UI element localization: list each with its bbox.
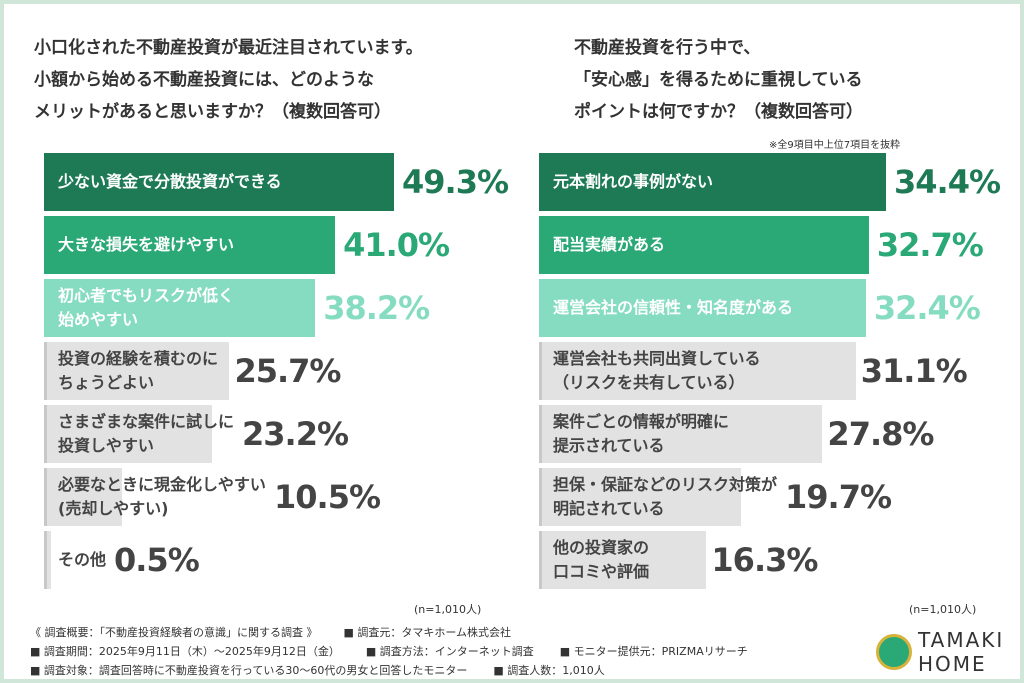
category-label: 元本割れの事例がない	[553, 172, 714, 191]
category-label: 少ない資金で分散投資ができる	[58, 172, 282, 191]
category-label: その他	[58, 550, 107, 569]
footer-row: ■ 調査期間：2025年9月11日（木）～2025年9月12日（金） ■ 調査方法…	[30, 643, 774, 659]
footer-item: ■ 調査対象：調査回答時に不動産投資を行っている30〜60代の男女と回答したモニ…	[30, 664, 468, 677]
sample-size: (n=1,010人)	[909, 603, 977, 616]
value-label: 41.0%	[343, 226, 450, 264]
value-label: 27.8%	[827, 415, 934, 453]
value-label: 34.4%	[894, 163, 1001, 201]
category-label: 運営会社の信頼性・知名度がある	[553, 298, 794, 317]
footer-item: ■ 調査期間：2025年9月11日（木）～2025年9月12日（金）	[30, 645, 340, 658]
bar	[44, 531, 51, 589]
logo-icon	[876, 634, 912, 670]
bar	[539, 405, 823, 463]
category-label: 他の投資家の 口コミや評価	[553, 538, 650, 581]
bar	[44, 153, 394, 211]
bar	[539, 531, 707, 589]
footer-item: 《 調査概要：「不動産投資経験者の意識」に関する調査 》	[30, 626, 318, 639]
chart-note: ※全9項目中上位7項目を抜粋	[769, 140, 901, 151]
bar	[44, 279, 316, 337]
value-label: 49.3%	[402, 163, 509, 201]
category-label: 配当実績がある	[553, 235, 666, 254]
bar	[539, 279, 866, 337]
value-label: 38.2%	[323, 289, 430, 327]
category-label: 大きな損失を避けやすい	[58, 235, 235, 254]
bar	[539, 153, 886, 211]
bar	[44, 216, 336, 274]
value-label: 31.1%	[860, 352, 968, 390]
footer-item: ■ 調査人数：1,010人	[493, 664, 605, 677]
category-label: 必要なときに現金化しやすい (売却しやすい)	[58, 475, 266, 518]
logo-line: TAMAKI	[918, 628, 1005, 652]
footer-item: ■ 調査方法：インターネット調査	[365, 645, 534, 658]
category-label: 初心者でもリスクが低く 始めやすい	[58, 286, 235, 329]
logo-line: HOME	[918, 652, 987, 676]
footer-item: ■ 調査元：タマキホーム株式会社	[343, 626, 512, 639]
value-label: 25.7%	[234, 352, 341, 390]
bar	[44, 405, 212, 463]
chart-title: 不動産投資を行う中で、 「安心感」を得るために重視している ポイントは何ですか？…	[574, 38, 863, 122]
footer-row: ■ 調査対象：調査回答時に不動産投資を行っている30〜60代の男女と回答したモニ…	[30, 662, 631, 678]
category-label: 担保・保証などのリスク対策が 明記されている	[553, 475, 778, 518]
value-label: 23.2%	[242, 415, 349, 453]
value-label: 32.4%	[873, 289, 981, 327]
value-label: 0.5%	[114, 541, 200, 579]
value-label: 16.3%	[711, 541, 818, 579]
footer-item: ■ モニター提供元：PRIZMAリサーチ	[559, 645, 748, 658]
value-label: 10.5%	[274, 478, 381, 516]
bar	[539, 342, 856, 400]
bar	[539, 216, 869, 274]
chart-title: 小口化された不動産投資が最近注目されています。 小額から始める不動産投資には、ど…	[34, 38, 423, 122]
category-label: 投資の経験を積むのに ちょうどよい	[58, 349, 219, 392]
footer-row: 《 調査概要：「不動産投資経験者の意識」に関する調査 》 ■ 調査元：タマキホーム…	[30, 624, 537, 640]
bar	[44, 468, 122, 526]
bar	[44, 342, 230, 400]
sample-size: (n=1,010人)	[414, 603, 482, 616]
category-label: 案件ごとの情報が明確に 提示されている	[553, 412, 729, 455]
logo-text: TAMAKI HOME	[918, 628, 1004, 676]
category-label: さまざまな案件に試しに 投資しやすい	[58, 412, 235, 455]
value-label: 32.7%	[876, 226, 984, 264]
value-label: 19.7%	[785, 478, 892, 516]
bar	[539, 468, 741, 526]
category-label: 運営会社も共同出資している （リスクを共有している）	[553, 349, 761, 392]
